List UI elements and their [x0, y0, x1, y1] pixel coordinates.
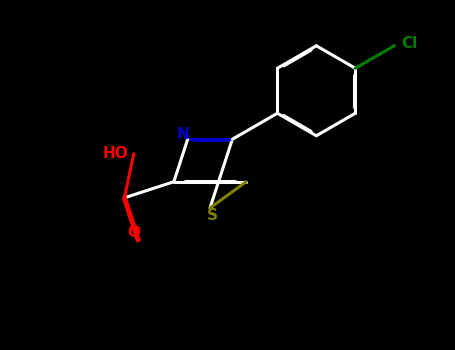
Text: O: O: [127, 225, 140, 240]
Text: Cl: Cl: [401, 36, 417, 51]
Text: N: N: [176, 127, 189, 142]
Text: HO: HO: [103, 146, 129, 161]
Text: S: S: [207, 209, 217, 224]
